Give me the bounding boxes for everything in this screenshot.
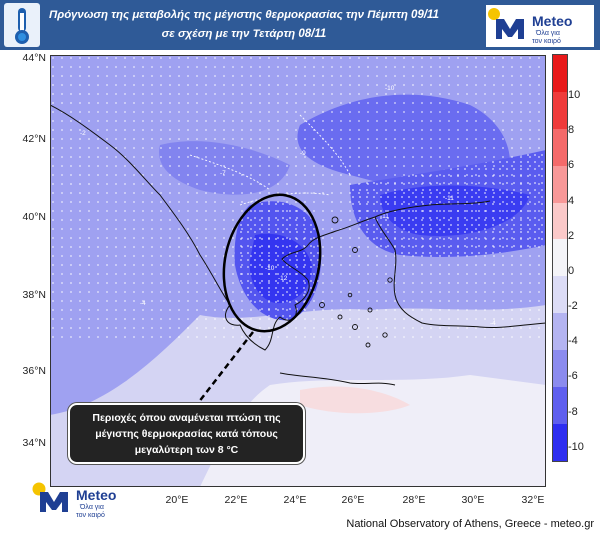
field-value-label: -7 (220, 170, 226, 177)
meteo-logo-header[interactable]: Meteo Όλα για τον καιρό (486, 5, 594, 47)
lon-label-30: 30°E (461, 494, 485, 506)
credit-text[interactable]: National Observatory of Athens, Greece -… (346, 518, 594, 530)
thermometer-icon (4, 3, 40, 47)
title-line-2: σε σχέση με την Τετάρτη 08/11 (161, 28, 327, 40)
callout-line-2: μέγιστης θερμοκρασίας κατά τόπους (95, 427, 278, 440)
colorbar-swatch (553, 55, 567, 92)
footer-logo-brand: Meteo (76, 487, 117, 503)
lon-label-24: 24°E (283, 494, 307, 506)
title-line-1: Πρόγνωση της μεταβολής της μέγιστης θερμ… (49, 9, 439, 21)
field-value-label: -10 (265, 265, 275, 272)
colorbar-label: 2 (568, 230, 575, 242)
lon-label-20: 20°E (165, 494, 189, 506)
meteo-logo-mark (488, 8, 524, 39)
forecast-map: -10 -11 -11 -10 -12 -7 -2 -4 -4 -9 (49, 55, 547, 487)
callout-line-1: Περιοχές όπου αναμένεται πτώση της (92, 411, 281, 424)
colorbar-swatch (553, 313, 567, 351)
coastlines (49, 104, 547, 386)
field-warm-patch (300, 386, 410, 414)
callout-pointer (194, 331, 254, 408)
colorbar-swatch (553, 202, 567, 240)
colorbar-label: -8 (568, 406, 578, 418)
lat-label-42: 42°N (22, 133, 46, 145)
callout-line-3: μεγαλύτερη των 8 °C (134, 443, 239, 456)
meteo-logo-mark-footer (32, 482, 68, 512)
footer-logo-tagline-2: τον καιρό (76, 512, 105, 519)
colorbar-label: -4 (568, 335, 578, 347)
highlight-ellipse (222, 193, 322, 333)
lat-label-38: 38°N (22, 289, 46, 301)
lon-label-26: 26°E (341, 494, 365, 506)
colorbar-swatch (553, 128, 567, 166)
logo-brand: Meteo (532, 13, 573, 29)
lon-label-28: 28°E (402, 494, 426, 506)
borders (189, 114, 351, 206)
lon-label-22: 22°E (224, 494, 248, 506)
colorbar-label: -10 (568, 441, 584, 453)
field-value-label: -4 (490, 320, 496, 327)
colorbar-label: 0 (568, 265, 575, 277)
colorbar-swatch (553, 276, 567, 314)
callout-box: Περιοχές όπου αναμένεται πτώση της μέγισ… (68, 403, 305, 464)
colorbar-swatch (553, 165, 567, 203)
colorbar-label: -6 (568, 370, 578, 382)
field-value-label: -4 (140, 300, 146, 307)
map-title: Πρόγνωση της μεταβολής της μέγιστης θερμ… (46, 6, 442, 44)
colorbar-label: -2 (568, 300, 578, 312)
colorbar-label: 10 (568, 89, 581, 101)
colorbar-swatch (553, 387, 567, 424)
map-frame (50, 55, 546, 487)
field-value-label: -10 (385, 85, 395, 92)
logo-tagline-2: τον καιρό (532, 38, 561, 45)
field-value-label: -11 (380, 213, 389, 220)
header-bar: Πρόγνωση της μεταβολής της μέγιστης θερμ… (0, 0, 600, 50)
lat-label-40: 40°N (22, 211, 46, 223)
colorbar-swatch (553, 91, 567, 129)
lat-label-44: 44°N (22, 52, 46, 64)
footer-logo-tagline-1: Όλα για (80, 504, 104, 511)
colorbar-label: 8 (568, 124, 575, 136)
field-value-label: -11 (445, 195, 454, 202)
field-value-label: -12 (278, 275, 288, 282)
colorbar (552, 54, 568, 462)
map-canvas: -10 -11 -11 -10 -12 -7 -2 -4 -4 -9 (49, 55, 547, 487)
colorbar-swatch (553, 239, 567, 277)
meteo-logo-footer[interactable]: Meteo Όλα για τον καιρό (28, 480, 138, 520)
islands (319, 216, 393, 348)
colorbar-label: 6 (568, 159, 575, 171)
colorbar-swatch (553, 423, 567, 461)
logo-tagline-1: Όλα για (536, 30, 560, 37)
field-value-label: -9 (300, 150, 306, 157)
lat-label-34: 34°N (22, 437, 46, 449)
lon-label-32: 32°E (521, 494, 545, 506)
colorbar-swatch (553, 350, 567, 388)
colorbar-label: 4 (568, 195, 575, 207)
lat-label-36: 36°N (22, 365, 46, 377)
field-value-label: -2 (80, 130, 86, 137)
